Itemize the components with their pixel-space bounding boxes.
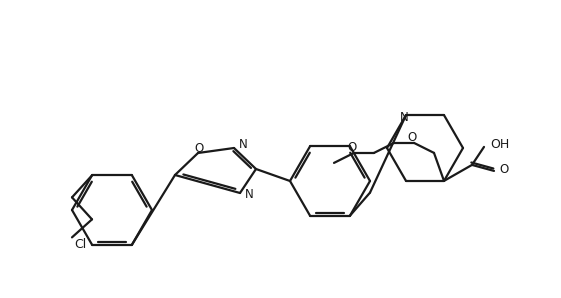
Text: O: O [499,163,508,176]
Text: N: N [239,137,248,150]
Text: O: O [347,142,357,154]
Text: OH: OH [490,138,509,151]
Text: O: O [194,142,204,154]
Text: N: N [245,189,254,201]
Text: N: N [399,111,408,124]
Text: O: O [407,131,417,145]
Text: Cl: Cl [75,238,87,251]
